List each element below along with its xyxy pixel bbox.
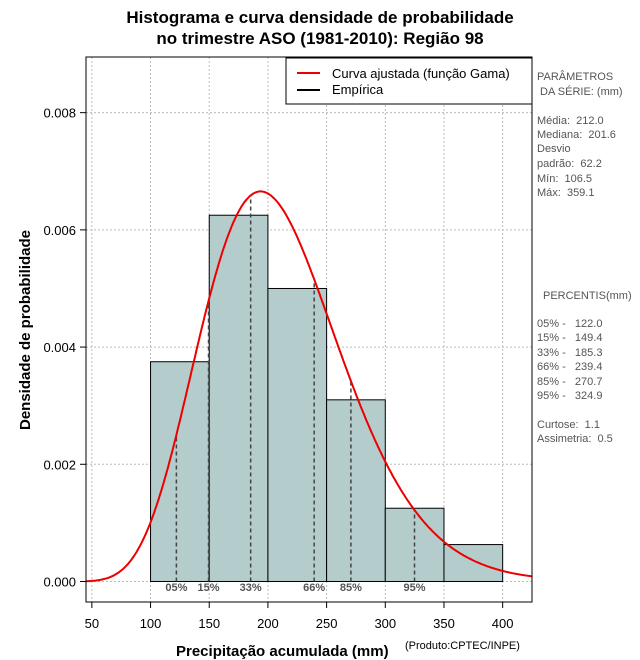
- param-max: Máx: 359.1: [537, 187, 595, 199]
- y-tick-label: 0.008: [43, 106, 76, 121]
- param-media: Média: 212.0: [537, 115, 604, 127]
- param-min: Mín: 106.5: [537, 173, 593, 185]
- parameters-heading-1: PARÂMETROS: [537, 71, 614, 83]
- chart-title-line2: no trimestre ASO (1981-2010): Região 98: [156, 29, 484, 48]
- x-axis-label: Precipitação acumulada (mm): [176, 643, 389, 660]
- x-tick-label: 50: [85, 616, 99, 631]
- y-tick-label: 0.004: [43, 340, 76, 355]
- y-tick-label: 0.006: [43, 223, 76, 238]
- legend-box: [285, 57, 533, 105]
- x-tick-label: 350: [433, 616, 455, 631]
- percentiles-heading: PERCENTIS(mm): [543, 290, 632, 302]
- percentile-66: 66% - 239.4: [537, 361, 603, 373]
- gamma-fit-curve: [86, 190, 533, 583]
- stat-curtose: Curtose: 1.1: [537, 419, 600, 431]
- percentile-label: 15%: [198, 582, 220, 594]
- parameters-heading-2: DA SÉRIE: (mm): [537, 86, 623, 98]
- product-credit: (Produto:CPTEC/INPE): [405, 640, 520, 652]
- percentile-label: 95%: [403, 582, 425, 594]
- legend-label-gamma: Curva ajustada (função Gama): [332, 66, 510, 81]
- chart-title-line1: Histograma e curva densidade de probabil…: [126, 8, 514, 27]
- y-tick-label: 0.000: [43, 574, 76, 589]
- histogram-bar: [267, 287, 328, 582]
- percentile-label: 05%: [165, 582, 187, 594]
- x-tick-label: 200: [257, 616, 279, 631]
- x-tick-label: 150: [198, 616, 220, 631]
- percentile-05: 05% - 122.0: [537, 318, 603, 330]
- histogram-bar: [150, 361, 210, 582]
- percentile-label: 85%: [340, 582, 362, 594]
- percentile-15: 15% - 149.4: [537, 332, 603, 344]
- y-axis-label: Densidade de probabilidade: [17, 230, 34, 430]
- y-tick-label: 0.002: [43, 457, 76, 472]
- histogram-bars: [150, 214, 504, 582]
- percentile-95: 95% - 324.9: [537, 390, 603, 402]
- param-mediana: Mediana: 201.6: [537, 129, 616, 141]
- percentile-33: 33% - 185.3: [537, 347, 603, 359]
- x-tick-label: 400: [492, 616, 514, 631]
- stat-assimetria: Assimetria: 0.5: [537, 433, 613, 445]
- param-desvio-1: Desvio: [537, 143, 571, 155]
- percentile-lines: [175, 195, 416, 582]
- histogram-bar: [208, 214, 269, 582]
- percentile-label: 33%: [240, 582, 262, 594]
- histogram-bar: [326, 399, 386, 582]
- y-axis: 0.000 0.002 0.004 0.006 0.008: [43, 106, 86, 589]
- legend-label-empirical: Empírica: [332, 82, 384, 97]
- histogram-bar: [443, 544, 504, 582]
- x-tick-label: 250: [316, 616, 338, 631]
- x-axis: 50 100 150 200 250 300 350 400: [85, 602, 514, 631]
- x-tick-label: 300: [374, 616, 396, 631]
- x-tick-label: 100: [140, 616, 162, 631]
- plot-frame: [85, 56, 533, 603]
- legend: Curva ajustada (função Gama) Empírica: [285, 57, 533, 105]
- percentile-label: 66%: [303, 582, 325, 594]
- param-desvio-2: padrão: 62.2: [537, 158, 602, 170]
- percentile-labels: 05% 15% 33% 66% 85% 95%: [165, 582, 425, 594]
- percentile-85: 85% - 270.7: [537, 376, 603, 388]
